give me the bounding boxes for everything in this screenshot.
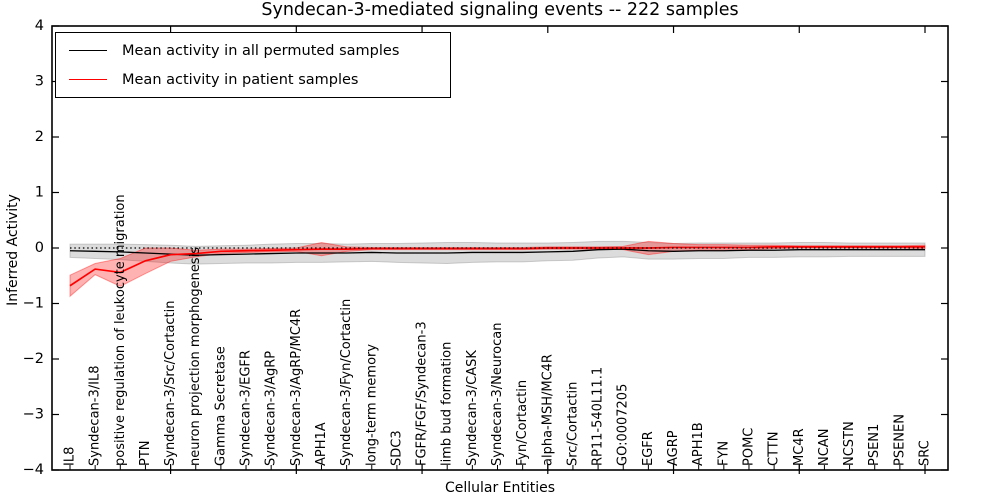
x-tick-label: FYN xyxy=(716,441,731,466)
x-tick-label: AGRP xyxy=(666,430,681,466)
x-tick-label: PSEN1 xyxy=(867,424,882,466)
x-tick-label: Syndecan-3/Fyn/Cortactin xyxy=(339,299,354,466)
x-tick-label: GO:0007205 xyxy=(616,384,631,466)
y-tick-label: 1 xyxy=(35,185,44,201)
x-tick-label: Syndecan-3/AgRP/MC4R xyxy=(289,309,304,466)
x-tick-label: APH1B xyxy=(691,422,706,466)
y-tick-label: −1 xyxy=(23,296,44,312)
x-tick-label: CTTN xyxy=(767,432,782,466)
x-tick-label: POMC xyxy=(741,428,756,466)
y-tick-label: 2 xyxy=(35,129,44,145)
x-tick-label: EGFR xyxy=(641,431,656,466)
y-tick-label: −4 xyxy=(23,462,44,478)
x-tick-label: SRC xyxy=(918,440,933,466)
legend-line-patient xyxy=(69,79,107,80)
x-axis-label: Cellular Entities xyxy=(444,480,556,496)
x-tick-label: Syndecan-3/AgRP xyxy=(264,351,279,466)
y-tick-label: 4 xyxy=(35,18,44,34)
y-tick-label: −3 xyxy=(23,407,44,423)
x-tick-label: RP11-540L11.1 xyxy=(591,367,606,466)
x-tick-label: Syndecan-3/CASK xyxy=(465,350,480,466)
legend-label-permuted: Mean activity in all permuted samples xyxy=(122,42,400,59)
patient-line xyxy=(69,246,925,287)
x-tick-label: NCAN xyxy=(817,429,832,466)
y-tick-label: 3 xyxy=(35,74,44,90)
x-tick-label: PTN xyxy=(138,440,153,466)
x-tick-label: APH1A xyxy=(314,422,329,466)
x-tick-label: Syndecan-3/Src/Cortactin xyxy=(163,300,178,466)
x-tick-label: Gamma Secretase xyxy=(213,346,228,466)
x-tick-label: Src/Cortactin xyxy=(565,382,580,466)
legend-label-patient: Mean activity in patient samples xyxy=(122,71,359,88)
y-tick-label: 0 xyxy=(35,240,44,256)
legend-item-permuted: Mean activity in all permuted samples xyxy=(56,36,450,65)
chart-title: Syndecan-3-mediated signaling events -- … xyxy=(261,0,739,20)
x-tick-label: Syndecan-3/EGFR xyxy=(239,350,254,466)
x-tick-label: long-term memory xyxy=(364,344,379,466)
y-axis-label: Inferred Activity xyxy=(5,194,21,306)
x-tick-label: alpha-MSH/MC4R xyxy=(540,354,555,466)
x-tick-label: Syndecan-3/Neurocan xyxy=(490,323,505,466)
legend-line-permuted xyxy=(69,50,107,51)
x-tick-label: PSENEN xyxy=(892,414,907,466)
legend-item-patient: Mean activity in patient samples xyxy=(56,65,450,94)
x-tick-label: SDC3 xyxy=(389,430,404,466)
x-tick-label: FGFR/FGF/Syndecan-3 xyxy=(415,321,430,466)
permuted-line xyxy=(69,248,925,256)
legend: Mean activity in all permuted samples Me… xyxy=(55,32,451,98)
x-tick-label: NCSTN xyxy=(842,421,857,466)
x-tick-label: positive regulation of leukocyte migrati… xyxy=(113,194,128,466)
x-tick-label: Fyn/Cortactin xyxy=(515,380,530,466)
y-tick-label: −2 xyxy=(23,351,44,367)
x-tick-label: MC4R xyxy=(792,428,807,466)
x-tick-label: IL8 xyxy=(63,447,78,466)
x-tick-label: neuron projection morphogenesis xyxy=(188,247,203,466)
x-tick-label: Syndecan-3/IL8 xyxy=(88,366,103,466)
x-tick-label: limb bud formation xyxy=(440,342,455,466)
